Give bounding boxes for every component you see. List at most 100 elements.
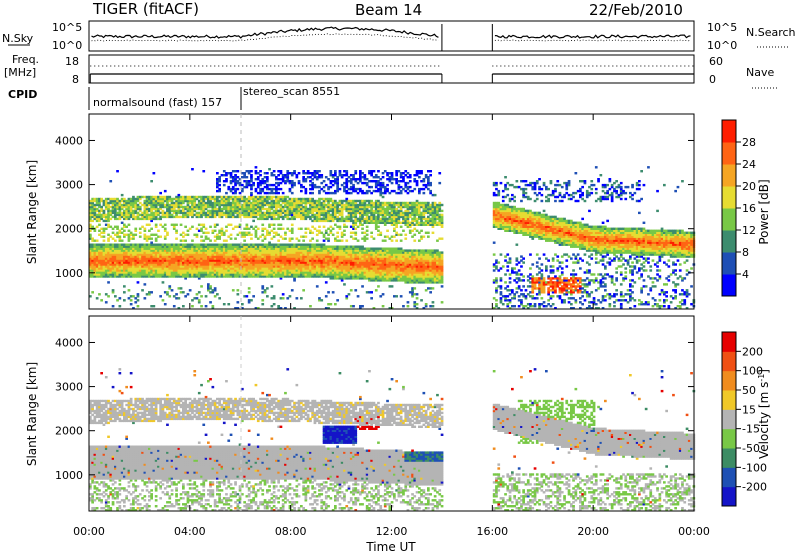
heatmap-cell [322,203,326,207]
heatmap-cell [177,307,181,310]
heatmap-cell [361,269,364,272]
heatmap-cell [318,229,321,232]
heatmap-cell [263,289,267,292]
heatmap-cell [118,273,122,276]
heatmap-cell [331,273,335,276]
heatmap-cell [363,199,367,203]
heatmap-cell [220,245,224,248]
heatmap-cell [247,211,251,215]
heatmap-cell [168,207,172,211]
heatmap-cell [191,273,194,276]
heatmap-cell [118,203,122,207]
heatmap-cell [250,207,253,211]
heatmap-cell [284,237,287,240]
heatmap-cell [381,267,385,270]
heatmap-cell [293,259,296,262]
heatmap-cell [270,251,274,254]
heatmap-cell [329,197,333,201]
heatmap-cell [318,189,321,193]
heatmap-cell [209,225,212,228]
heatmap-cell [270,207,274,211]
heatmap-cell [359,176,362,179]
heatmap-cell [102,267,106,270]
heatmap-cell [177,267,181,270]
heatmap-cell [393,227,396,230]
heatmap-cell [120,211,124,215]
heatmap-cell [327,178,330,181]
heatmap-cell [234,199,237,203]
heatmap-cell [179,251,183,254]
heatmap-cell [91,263,94,266]
heatmap-cell [150,275,153,278]
heatmap-cell [234,189,237,193]
heatmap-cell [179,249,183,252]
heatmap-cell [368,291,371,294]
heatmap-cell [361,213,364,217]
heatmap-cell [322,209,326,213]
heatmap-cell [109,257,113,260]
heatmap-cell [379,178,383,181]
heatmap-cell [118,297,122,300]
heatmap-cell [125,213,128,217]
heatmap-cell [252,183,255,187]
heatmap-cell [188,269,192,272]
heatmap-cell [207,251,210,254]
nsky-trace [494,34,691,39]
heatmap-cell [340,269,344,272]
heatmap-cell [272,273,276,276]
heatmap-cell [220,259,224,262]
heatmap-cell [243,235,246,238]
heatmap-cell [195,251,199,254]
heatmap-cell [306,271,310,274]
heatmap-cell [359,271,362,274]
heatmap-cell [372,247,376,250]
heatmap-cell [157,247,160,250]
heatmap-cell [315,239,319,242]
heatmap-cell [354,289,358,292]
heatmap-cell [91,275,94,278]
heatmap-cell [349,235,353,238]
heatmap-cell [338,174,342,177]
heatmap-cell [152,233,156,236]
heatmap-cell [200,197,203,201]
heatmap-cell [388,237,392,240]
heatmap-cell [166,211,169,215]
heatmap-cell [161,281,165,284]
heatmap-cell [222,257,226,260]
heatmap-cell [404,259,408,262]
heatmap-cell [179,223,183,226]
heatmap-cell [263,253,267,256]
heatmap-cell [247,247,251,250]
heatmap-cell [225,172,228,175]
heatmap-cell [347,187,351,191]
heatmap-cell [218,251,221,254]
heatmap-cell [359,209,362,213]
heatmap-cell [104,273,108,276]
heatmap-cell [352,183,355,187]
heatmap-cell [393,267,396,270]
heatmap-cell [118,237,122,240]
heatmap-cell [270,271,274,274]
heatmap-cell [138,243,142,246]
heatmap-cell [100,271,103,274]
heatmap-cell [95,209,99,213]
heatmap-cell [322,255,326,258]
heatmap-cell [365,267,369,270]
heatmap-cell [363,209,367,213]
heatmap-cell [286,243,290,246]
heatmap-cell [340,277,344,280]
heatmap-cell [197,291,201,294]
heatmap-cell [402,229,405,232]
heatmap-cell [408,259,412,262]
heatmap-cell [327,263,330,266]
heatmap-cell [318,259,321,262]
heatmap-cell [320,219,324,223]
heatmap-cell [343,283,346,286]
heatmap-cell [229,247,233,250]
heatmap-cell [186,259,190,262]
heatmap-cell [318,297,321,300]
heatmap-cell [109,249,113,252]
heatmap-cell [209,203,212,207]
heatmap-cell [143,249,147,252]
heatmap-cell [238,247,242,250]
